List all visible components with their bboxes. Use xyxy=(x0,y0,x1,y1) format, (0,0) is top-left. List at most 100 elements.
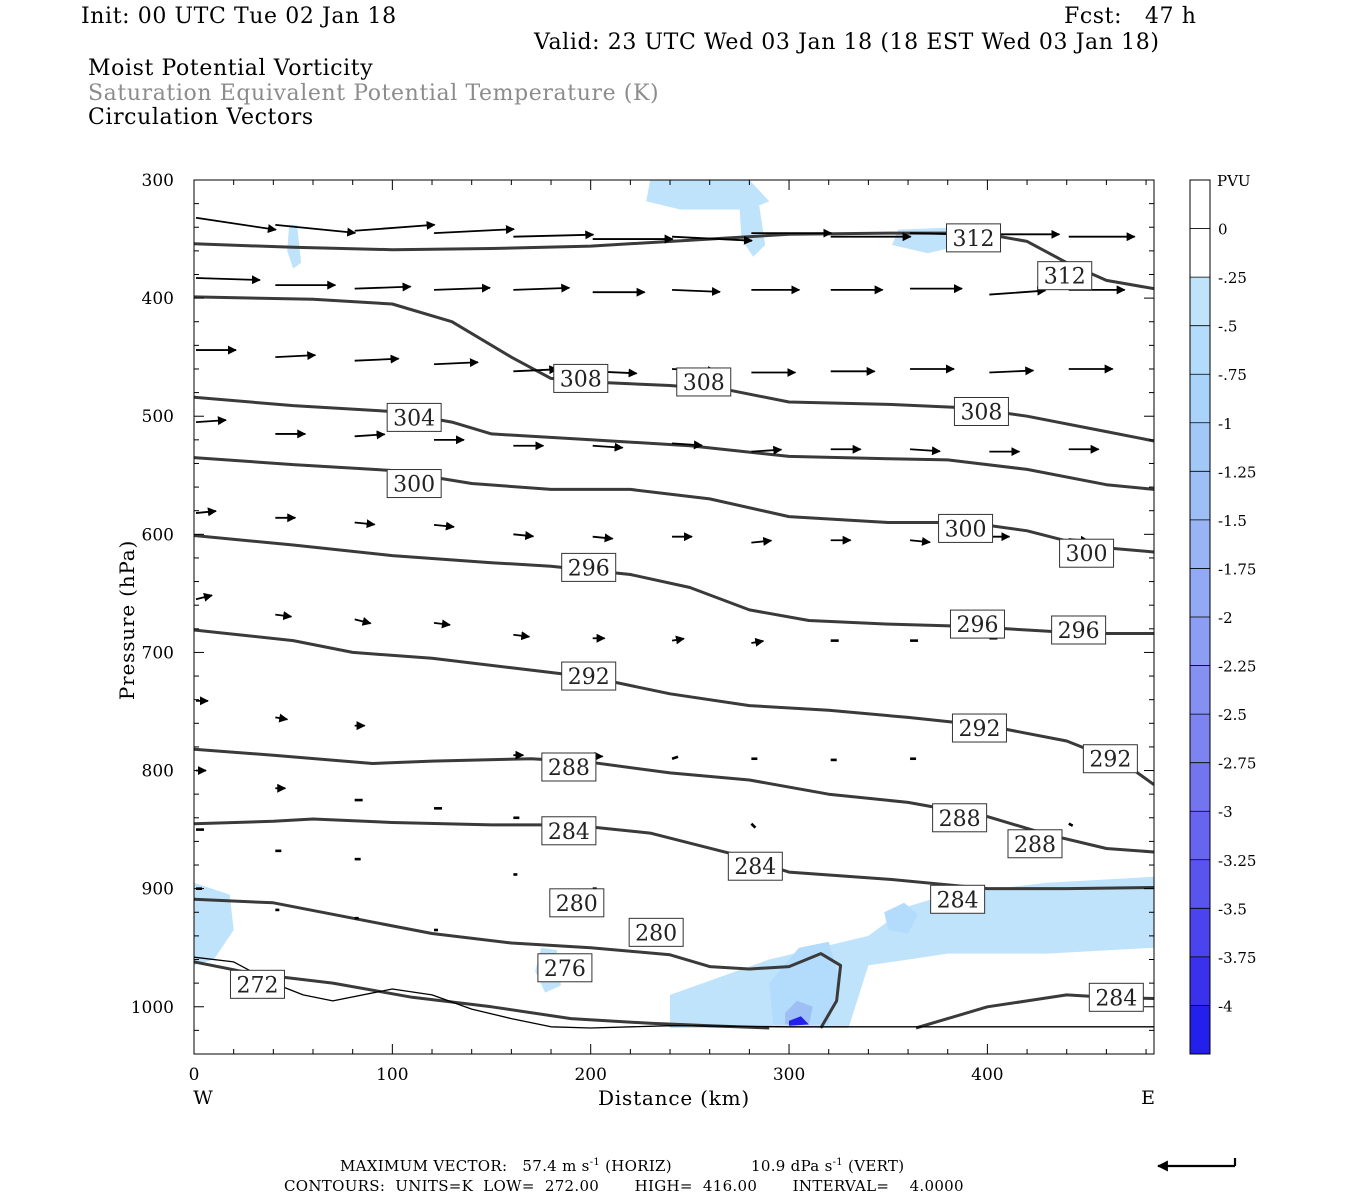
contour-label-text: 292 xyxy=(958,717,1000,742)
contour-label-text: 308 xyxy=(960,400,1002,425)
vert-exponent: -1 xyxy=(832,1157,843,1168)
circulation-vector xyxy=(592,442,624,452)
x-tick-label: 400 xyxy=(971,1065,1003,1085)
circulation-vector xyxy=(671,440,703,450)
contour-label-308: 308 xyxy=(676,367,732,397)
contour-label-text: 296 xyxy=(568,556,610,581)
contour-label-292: 292 xyxy=(1082,744,1138,774)
circulation-vector xyxy=(989,286,1047,296)
colorbar-swatch xyxy=(1190,228,1210,278)
west-label: W xyxy=(193,1087,213,1109)
circulation-vector xyxy=(909,536,931,546)
y-tick-label: 300 xyxy=(142,171,174,191)
contour-label-text: 284 xyxy=(937,888,979,913)
x-tick-label: 0 xyxy=(189,1065,200,1085)
contour-label-text: 284 xyxy=(734,855,776,880)
field-title-theta-es: Saturation Equivalent Potential Temperat… xyxy=(88,81,660,106)
colorbar-label: -2.25 xyxy=(1218,658,1256,676)
circulation-vector xyxy=(195,216,277,234)
contour-label-text: 300 xyxy=(1066,542,1108,567)
horiz-exponent: -1 xyxy=(589,1157,601,1168)
colorbar-swatch xyxy=(1190,519,1210,569)
colorbar-swatch xyxy=(1190,325,1210,375)
forecast-hour: Fcst: 47 h xyxy=(1064,4,1197,29)
circulation-vector xyxy=(513,531,535,540)
colorbar-swatch xyxy=(1190,762,1210,812)
contour-label-284: 284 xyxy=(1088,982,1144,1012)
contour-label-292: 292 xyxy=(951,713,1007,743)
circulation-vector xyxy=(671,635,685,645)
field-title-pv: Moist Potential Vorticity xyxy=(88,56,374,81)
pv-region-4 xyxy=(194,882,234,966)
contour-label-text: 288 xyxy=(1014,833,1056,858)
contour-label-text: 280 xyxy=(635,921,677,946)
colorbar-label: -3.5 xyxy=(1218,900,1247,918)
x-tick-label: 100 xyxy=(376,1065,408,1085)
reference-vector xyxy=(1156,1158,1237,1172)
y-tick-label: 500 xyxy=(142,407,174,427)
circulation-vector xyxy=(671,287,721,296)
colorbar-swatch xyxy=(1190,811,1210,861)
max-vector-horiz-unit: (HORIZ) xyxy=(605,1157,672,1175)
contour-label-296: 296 xyxy=(949,609,1005,639)
circulation-vector xyxy=(195,275,261,285)
colorbar-label: -2.5 xyxy=(1218,706,1247,724)
contour-label-284: 284 xyxy=(930,884,986,914)
max-vector-horiz: 57.4 m s xyxy=(522,1157,590,1175)
contour-296-4 xyxy=(194,534,1154,635)
colorbar-title: PVU xyxy=(1217,172,1251,190)
circulation-vector xyxy=(354,617,372,626)
pv-region-0 xyxy=(646,180,770,210)
max-vector-label: MAXIMUM VECTOR: xyxy=(340,1157,508,1175)
colorbar-swatch xyxy=(1190,568,1210,618)
pv-shading-layer xyxy=(194,180,1154,1028)
contour-label-text: 296 xyxy=(956,613,998,638)
circulation-vector xyxy=(513,283,571,293)
contour-label-layer: 312 312 308 308 308 304 300 300 300 296 296 296 292 2… xyxy=(229,223,1144,1012)
contour-label-text: 284 xyxy=(548,820,590,845)
contour-label-284: 284 xyxy=(541,816,597,846)
contour-label-text: 300 xyxy=(945,517,987,542)
contour-label-296: 296 xyxy=(1051,615,1107,645)
contour-label-text: 296 xyxy=(1058,619,1100,644)
vector-layer xyxy=(195,216,1136,932)
colorbar-label: -1.25 xyxy=(1218,463,1256,481)
colorbar-label: -1 xyxy=(1218,415,1233,433)
circulation-vector xyxy=(1068,822,1074,827)
pv-region-7 xyxy=(769,941,839,1025)
colorbar-swatch xyxy=(1190,956,1210,1006)
colorbar-label: -4 xyxy=(1218,997,1233,1015)
y-tick-label: 700 xyxy=(142,643,174,663)
circulation-vector xyxy=(195,592,213,602)
contour-292-5 xyxy=(194,628,1154,786)
circulation-vector xyxy=(433,619,451,629)
contour-label-300: 300 xyxy=(938,513,994,543)
y-tick-label: 600 xyxy=(142,525,174,545)
circulation-vector xyxy=(195,507,217,517)
colorbar-swatch xyxy=(1190,374,1210,424)
circulation-vector xyxy=(513,631,531,641)
contour-label-text: 288 xyxy=(548,756,590,781)
circulation-vector xyxy=(275,351,317,361)
east-label: E xyxy=(1141,1087,1155,1109)
colorbar-label: -3 xyxy=(1218,803,1233,821)
colorbar-label: -2 xyxy=(1218,609,1233,627)
pv-region-9 xyxy=(785,1000,813,1025)
circulation-vector xyxy=(354,519,376,529)
contour-280-8 xyxy=(194,897,843,1029)
contour-300-3 xyxy=(194,456,1154,554)
circulation-vector xyxy=(671,235,753,245)
contour-label-300: 300 xyxy=(1059,538,1115,568)
circulation-vector xyxy=(354,220,436,232)
colorbar-swatch xyxy=(1190,859,1210,909)
circulation-vector xyxy=(275,223,357,237)
circulation-vector xyxy=(275,611,293,621)
circulation-vector xyxy=(433,283,491,293)
contour-label-text: 272 xyxy=(236,973,278,998)
plot-frame xyxy=(193,179,1155,1055)
circulation-vector xyxy=(513,230,595,240)
colorbar-swatch xyxy=(1190,908,1210,958)
circulation-vector xyxy=(195,416,227,426)
colorbar-swatch xyxy=(1190,665,1210,715)
y-tick-label: 900 xyxy=(142,880,174,900)
